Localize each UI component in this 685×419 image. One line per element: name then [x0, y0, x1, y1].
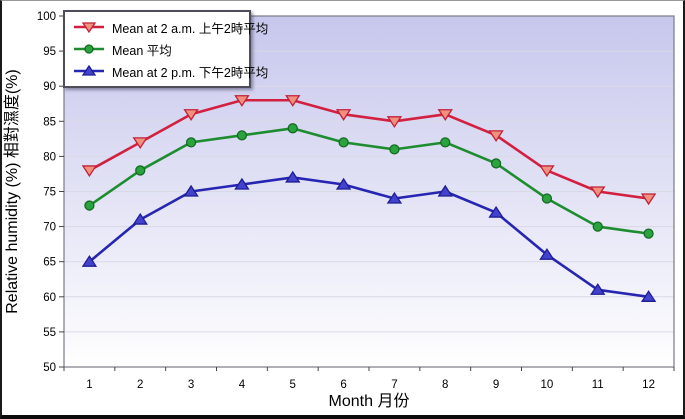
svg-text:65: 65 [43, 257, 56, 269]
svg-text:70: 70 [43, 222, 56, 234]
legend-label-mean-2pm: Mean at 2 p.m. 下午2時平均 [112, 65, 269, 80]
svg-text:12: 12 [642, 379, 655, 391]
legend-label-mean-2am: Mean at 2 a.m. 上午2時平均 [112, 21, 269, 36]
triangle-down-marker-icon [74, 22, 104, 33]
legend-label-mean: Mean 平均 [112, 43, 172, 58]
svg-text:6: 6 [340, 379, 346, 391]
triangle-up-marker-icon [74, 65, 104, 76]
y-axis-title: Relative humidity (%) 相對濕度(%) [3, 69, 21, 314]
svg-text:100: 100 [37, 11, 56, 23]
svg-text:50: 50 [43, 362, 56, 374]
svg-text:90: 90 [43, 81, 56, 93]
svg-text:2: 2 [137, 379, 143, 391]
x-axis-title: Month 月份 [329, 392, 410, 410]
legend-item-mean: Mean 平均 [73, 38, 243, 60]
circle-marker-icon [74, 44, 104, 54]
svg-text:55: 55 [43, 327, 56, 339]
svg-text:3: 3 [188, 379, 194, 391]
svg-text:10: 10 [541, 379, 554, 391]
svg-text:9: 9 [493, 379, 499, 391]
svg-text:11: 11 [592, 379, 604, 391]
svg-text:80: 80 [43, 151, 56, 163]
svg-text:60: 60 [43, 292, 56, 304]
svg-text:1: 1 [86, 379, 92, 391]
legend-item-mean-2pm: Mean at 2 p.m. 下午2時平均 [73, 60, 268, 82]
svg-text:4: 4 [239, 379, 246, 391]
svg-text:75: 75 [43, 187, 56, 199]
svg-text:95: 95 [43, 46, 56, 58]
legend-item-mean-2am: Mean at 2 a.m. 上午2時平均 [73, 16, 268, 38]
svg-text:8: 8 [442, 379, 448, 391]
legend: Mean at 2 a.m. 上午2時平均 Mean 平均 Mean at 2 … [63, 10, 268, 88]
svg-text:7: 7 [391, 379, 397, 391]
svg-text:5: 5 [290, 379, 296, 391]
svg-text:85: 85 [43, 116, 56, 128]
